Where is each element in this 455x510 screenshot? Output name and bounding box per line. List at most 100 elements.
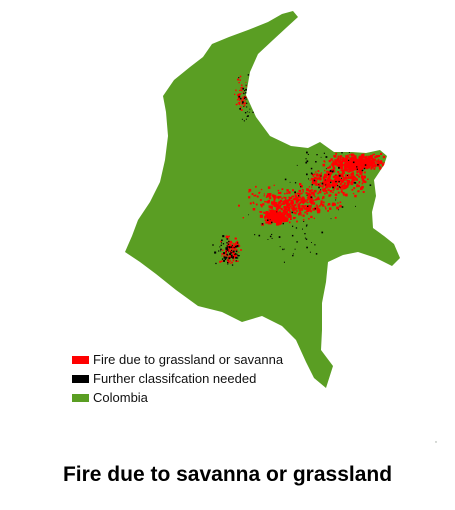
fire-pixel: [302, 191, 304, 193]
fire-pixel: [311, 179, 315, 183]
fire-pixel: [316, 154, 318, 156]
fire-pixel: [234, 253, 236, 256]
fire-pixel: [225, 254, 228, 257]
fire-pixel: [308, 204, 311, 207]
fire-pixel: [310, 191, 314, 195]
fire-pixel: [308, 195, 311, 198]
fire-pixel: [306, 201, 309, 204]
fire-pixel: [310, 167, 313, 170]
fire-pixel: [354, 155, 357, 158]
fire-pixel: [264, 214, 269, 218]
fire-pixel: [327, 167, 329, 169]
fire-pixel: [335, 182, 338, 186]
fire-pixel: [336, 177, 339, 180]
fire-pixel: [319, 182, 322, 184]
fire-pixel: [360, 163, 363, 166]
fire-pixel: [268, 209, 270, 211]
fire-pixel: [323, 187, 327, 191]
fire-pixel: [320, 156, 322, 158]
fire-pixel: [321, 185, 324, 188]
fire-pixel: [348, 165, 351, 168]
fire-pixel: [358, 175, 361, 178]
fire-pixel: [263, 195, 265, 197]
fire-pixel: [242, 98, 245, 101]
fire-pixel: [343, 164, 346, 167]
fire-pixel: [333, 155, 336, 158]
fire-pixel: [336, 164, 339, 167]
fire-pixel: [236, 257, 239, 259]
fire-pixel: [326, 182, 328, 185]
fire-pixel: [361, 177, 365, 181]
fire-pixel: [348, 169, 351, 173]
fire-pixel: [306, 151, 308, 154]
fire-pixel: [341, 189, 343, 191]
fire-pixel: [234, 247, 236, 250]
fire-pixel: [321, 182, 324, 185]
fire-pixel: [322, 163, 326, 167]
fire-pixel: [267, 193, 269, 196]
fire-pixel: [276, 222, 280, 226]
fire-pixel: [330, 158, 333, 161]
fire-pixel: [374, 164, 376, 166]
fire-pixel: [359, 158, 362, 161]
fire-pixel: [245, 88, 247, 91]
fire-pixel: [274, 213, 279, 217]
fire-pixel: [223, 252, 226, 255]
fire-pixel: [333, 178, 337, 182]
fire-pixel: [226, 245, 228, 247]
fire-pixel: [232, 249, 235, 252]
fire-pixel: [353, 175, 356, 179]
fire-pixel: [333, 180, 336, 183]
legend-item-fire: Fire due to grassland or savanna: [72, 350, 283, 369]
fire-pixel: [296, 192, 299, 195]
fire-pixel: [305, 210, 308, 213]
fire-pixel: [380, 161, 383, 165]
fire-pixel: [276, 211, 278, 213]
fire-pixel: [244, 96, 246, 98]
fire-pixel: [323, 160, 326, 162]
fire-pixel: [334, 216, 337, 219]
fire-pixel: [338, 174, 341, 177]
fire-pixel: [377, 160, 380, 163]
fire-pixel: [341, 169, 345, 173]
fire-pixel: [316, 197, 319, 201]
fire-pixel: [245, 84, 247, 86]
fire-pixel: [315, 161, 317, 163]
fire-pixel: [237, 97, 240, 100]
fire-pixel: [235, 255, 237, 258]
fire-pixel: [267, 219, 269, 221]
fire-pixel: [351, 175, 354, 178]
fire-pixel: [298, 198, 301, 201]
fire-pixel: [338, 180, 340, 183]
fire-pixel: [359, 171, 362, 174]
fire-pixel: [328, 179, 331, 183]
fire-pixel: [297, 203, 299, 206]
fire-pixel: [335, 174, 337, 176]
fire-pixel: [248, 96, 250, 98]
fire-pixel: [313, 179, 316, 182]
fire-pixel: [292, 205, 295, 208]
fire-pixel: [243, 92, 245, 95]
fire-pixel: [374, 164, 377, 167]
fire-pixel: [356, 166, 358, 168]
fire-pixel: [355, 158, 358, 161]
fire-pixel: [323, 152, 325, 154]
legend-item-unclassified: Further classifcation needed: [72, 369, 283, 388]
fire-pixel: [347, 156, 350, 159]
fire-pixel: [231, 264, 234, 266]
fire-pixel: [298, 207, 301, 210]
fire-pixel: [335, 174, 337, 177]
fire-pixel: [343, 168, 347, 172]
fire-pixel: [326, 179, 329, 183]
fire-pixel: [337, 155, 340, 158]
fire-pixel: [279, 213, 282, 217]
fire-pixel: [246, 97, 247, 99]
fire-pixel: [240, 249, 242, 251]
fire-pixel: [343, 164, 345, 166]
fire-pixel: [327, 188, 330, 191]
fire-pixel: [240, 89, 243, 91]
fire-pixel: [240, 87, 242, 89]
fire-pixel: [362, 160, 365, 164]
fire-pixel: [228, 251, 230, 253]
fire-pixel: [302, 196, 305, 199]
